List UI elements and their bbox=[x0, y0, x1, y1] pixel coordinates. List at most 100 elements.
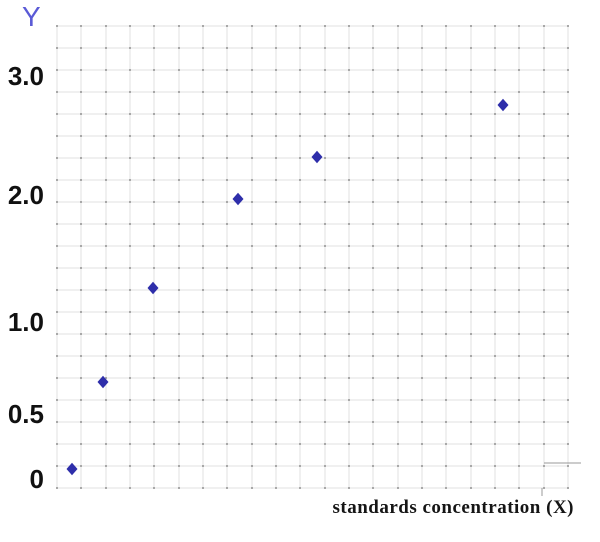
grid-intersection-dot bbox=[421, 399, 423, 401]
grid-intersection-dot bbox=[80, 377, 82, 379]
grid-intersection-dot bbox=[324, 289, 326, 291]
grid-intersection-dot bbox=[445, 355, 447, 357]
grid-intersection-dot bbox=[372, 91, 374, 93]
grid-intersection-dot bbox=[226, 311, 228, 313]
grid-intersection-dot bbox=[543, 421, 545, 423]
grid-intersection-dot bbox=[275, 377, 277, 379]
grid-intersection-dot bbox=[251, 135, 253, 137]
grid-intersection-dot bbox=[494, 113, 496, 115]
grid-intersection-dot bbox=[275, 443, 277, 445]
grid-intersection-dot bbox=[275, 201, 277, 203]
grid-intersection-dot bbox=[421, 69, 423, 71]
grid-intersection-dot bbox=[372, 333, 374, 335]
grid-intersection-dot bbox=[178, 69, 180, 71]
grid-intersection-dot bbox=[397, 47, 399, 49]
grid-intersection-dot bbox=[372, 289, 374, 291]
grid-intersection-dot bbox=[470, 91, 472, 93]
grid-intersection-dot bbox=[80, 135, 82, 137]
grid-intersection-dot bbox=[494, 399, 496, 401]
grid-intersection-dot bbox=[567, 333, 569, 335]
grid-intersection-dot bbox=[421, 113, 423, 115]
grid-intersection-dot bbox=[178, 245, 180, 247]
grid-intersection-dot bbox=[494, 91, 496, 93]
grid-intersection-dot bbox=[153, 135, 155, 137]
grid-intersection-dot bbox=[445, 487, 447, 489]
grid-intersection-dot bbox=[178, 465, 180, 467]
grid-intersection-dot bbox=[153, 399, 155, 401]
grid-intersection-dot bbox=[372, 421, 374, 423]
grid-intersection-dot bbox=[153, 355, 155, 357]
grid-intersection-dot bbox=[178, 311, 180, 313]
grid-intersection-dot bbox=[105, 289, 107, 291]
grid-intersection-dot bbox=[567, 443, 569, 445]
grid-intersection-dot bbox=[202, 443, 204, 445]
grid-intersection-dot bbox=[470, 421, 472, 423]
grid-intersection-dot bbox=[324, 487, 326, 489]
grid-intersection-dot bbox=[543, 91, 545, 93]
grid-intersection-dot bbox=[445, 311, 447, 313]
grid-intersection-dot bbox=[348, 25, 350, 27]
grid-intersection-dot bbox=[56, 201, 58, 203]
grid-intersection-dot bbox=[178, 47, 180, 49]
grid-intersection-dot bbox=[153, 201, 155, 203]
grid-intersection-dot bbox=[397, 421, 399, 423]
grid-intersection-dot bbox=[202, 113, 204, 115]
grid-intersection-dot bbox=[397, 399, 399, 401]
grid-intersection-dot bbox=[251, 113, 253, 115]
grid-intersection-dot bbox=[299, 399, 301, 401]
grid-intersection-dot bbox=[567, 487, 569, 489]
grid-intersection-dot bbox=[518, 267, 520, 269]
grid-intersection-dot bbox=[129, 113, 131, 115]
grid-intersection-dot bbox=[178, 113, 180, 115]
grid-intersection-dot bbox=[494, 311, 496, 313]
grid-intersection-dot bbox=[421, 25, 423, 27]
grid-intersection-dot bbox=[567, 157, 569, 159]
grid-intersection-dot bbox=[470, 487, 472, 489]
grid-intersection-dot bbox=[543, 399, 545, 401]
grid-intersection-dot bbox=[153, 245, 155, 247]
grid-intersection-dot bbox=[226, 399, 228, 401]
grid-intersection-dot bbox=[348, 377, 350, 379]
grid-intersection-dot bbox=[56, 135, 58, 137]
grid-intersection-dot bbox=[421, 465, 423, 467]
grid-intersection-dot bbox=[543, 355, 545, 357]
grid-intersection-dot bbox=[348, 311, 350, 313]
grid-intersection-dot bbox=[80, 333, 82, 335]
grid-intersection-dot bbox=[299, 421, 301, 423]
data-point-diamond bbox=[311, 150, 323, 164]
grid-intersection-dot bbox=[226, 223, 228, 225]
grid-intersection-dot bbox=[421, 377, 423, 379]
grid-intersection-dot bbox=[178, 355, 180, 357]
grid-intersection-dot bbox=[226, 91, 228, 93]
grid-intersection-dot bbox=[567, 223, 569, 225]
grid-intersection-dot bbox=[105, 25, 107, 27]
grid-intersection-dot bbox=[202, 245, 204, 247]
grid-intersection-dot bbox=[348, 47, 350, 49]
grid-intersection-dot bbox=[105, 47, 107, 49]
grid-intersection-dot bbox=[518, 201, 520, 203]
grid-intersection-dot bbox=[299, 223, 301, 225]
grid-intersection-dot bbox=[397, 245, 399, 247]
grid-intersection-dot bbox=[299, 69, 301, 71]
grid-intersection-dot bbox=[80, 399, 82, 401]
grid-intersection-dot bbox=[275, 421, 277, 423]
grid-intersection-dot bbox=[372, 69, 374, 71]
grid-intersection-dot bbox=[470, 135, 472, 137]
grid-intersection-dot bbox=[397, 69, 399, 71]
grid-intersection-dot bbox=[105, 179, 107, 181]
grid-intersection-dot bbox=[445, 135, 447, 137]
grid-intersection-dot bbox=[348, 201, 350, 203]
grid-intersection-dot bbox=[470, 201, 472, 203]
grid-intersection-dot bbox=[494, 179, 496, 181]
grid-intersection-dot bbox=[105, 157, 107, 159]
grid-intersection-dot bbox=[494, 25, 496, 27]
grid-intersection-dot bbox=[445, 465, 447, 467]
grid-intersection-dot bbox=[567, 201, 569, 203]
grid-intersection-dot bbox=[178, 487, 180, 489]
grid-intersection-dot bbox=[518, 487, 520, 489]
grid-intersection-dot bbox=[153, 91, 155, 93]
grid-intersection-dot bbox=[251, 201, 253, 203]
grid-intersection-dot bbox=[372, 377, 374, 379]
y-tick-label: 0.5 bbox=[7, 398, 44, 429]
